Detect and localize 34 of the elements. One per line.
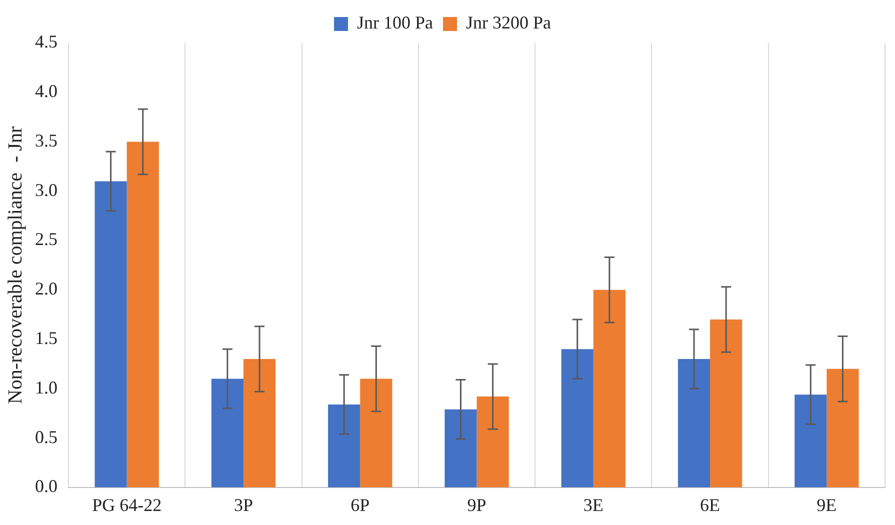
y-tick-label: 1.5 [35,328,58,348]
x-tick-label: 3E [583,494,604,515]
x-tick-label: PG 64-22 [92,494,162,515]
bar [678,359,710,488]
legend-label: Jnr 100 Pa [357,12,434,33]
y-tick-label: 4.0 [35,81,58,102]
x-tick-label: 6P [350,494,370,515]
bar [794,394,827,488]
y-tick-label: 0.5 [35,426,58,447]
bar [243,359,276,488]
bar [826,368,859,488]
bar [710,320,742,488]
y-tick-label: 2.5 [35,229,58,250]
y-tick-label: 3.5 [35,130,58,150]
bar [561,349,594,488]
y-tick-label: 1.0 [35,377,58,398]
bar [444,409,477,488]
x-tick-label: 9P [467,494,486,515]
y-tick-label: 0.0 [35,476,58,496]
bar [211,378,244,488]
bar [360,378,392,488]
legend-label: Jnr 3200 Pa [466,12,552,33]
bar [593,290,626,488]
bar [328,404,360,488]
x-tick-label: 3P [234,494,253,515]
y-tick-label: 2.0 [35,278,58,299]
y-axis-title: Non-recoverable compliance - Jnr [4,126,26,404]
y-tick-label: 3.0 [35,180,58,200]
x-tick-label: 9E [816,494,837,515]
x-tick-label: 6E [700,494,720,515]
bar [476,396,509,488]
bar [94,181,127,488]
bar [126,142,159,488]
y-tick-label: 4.5 [35,32,58,52]
